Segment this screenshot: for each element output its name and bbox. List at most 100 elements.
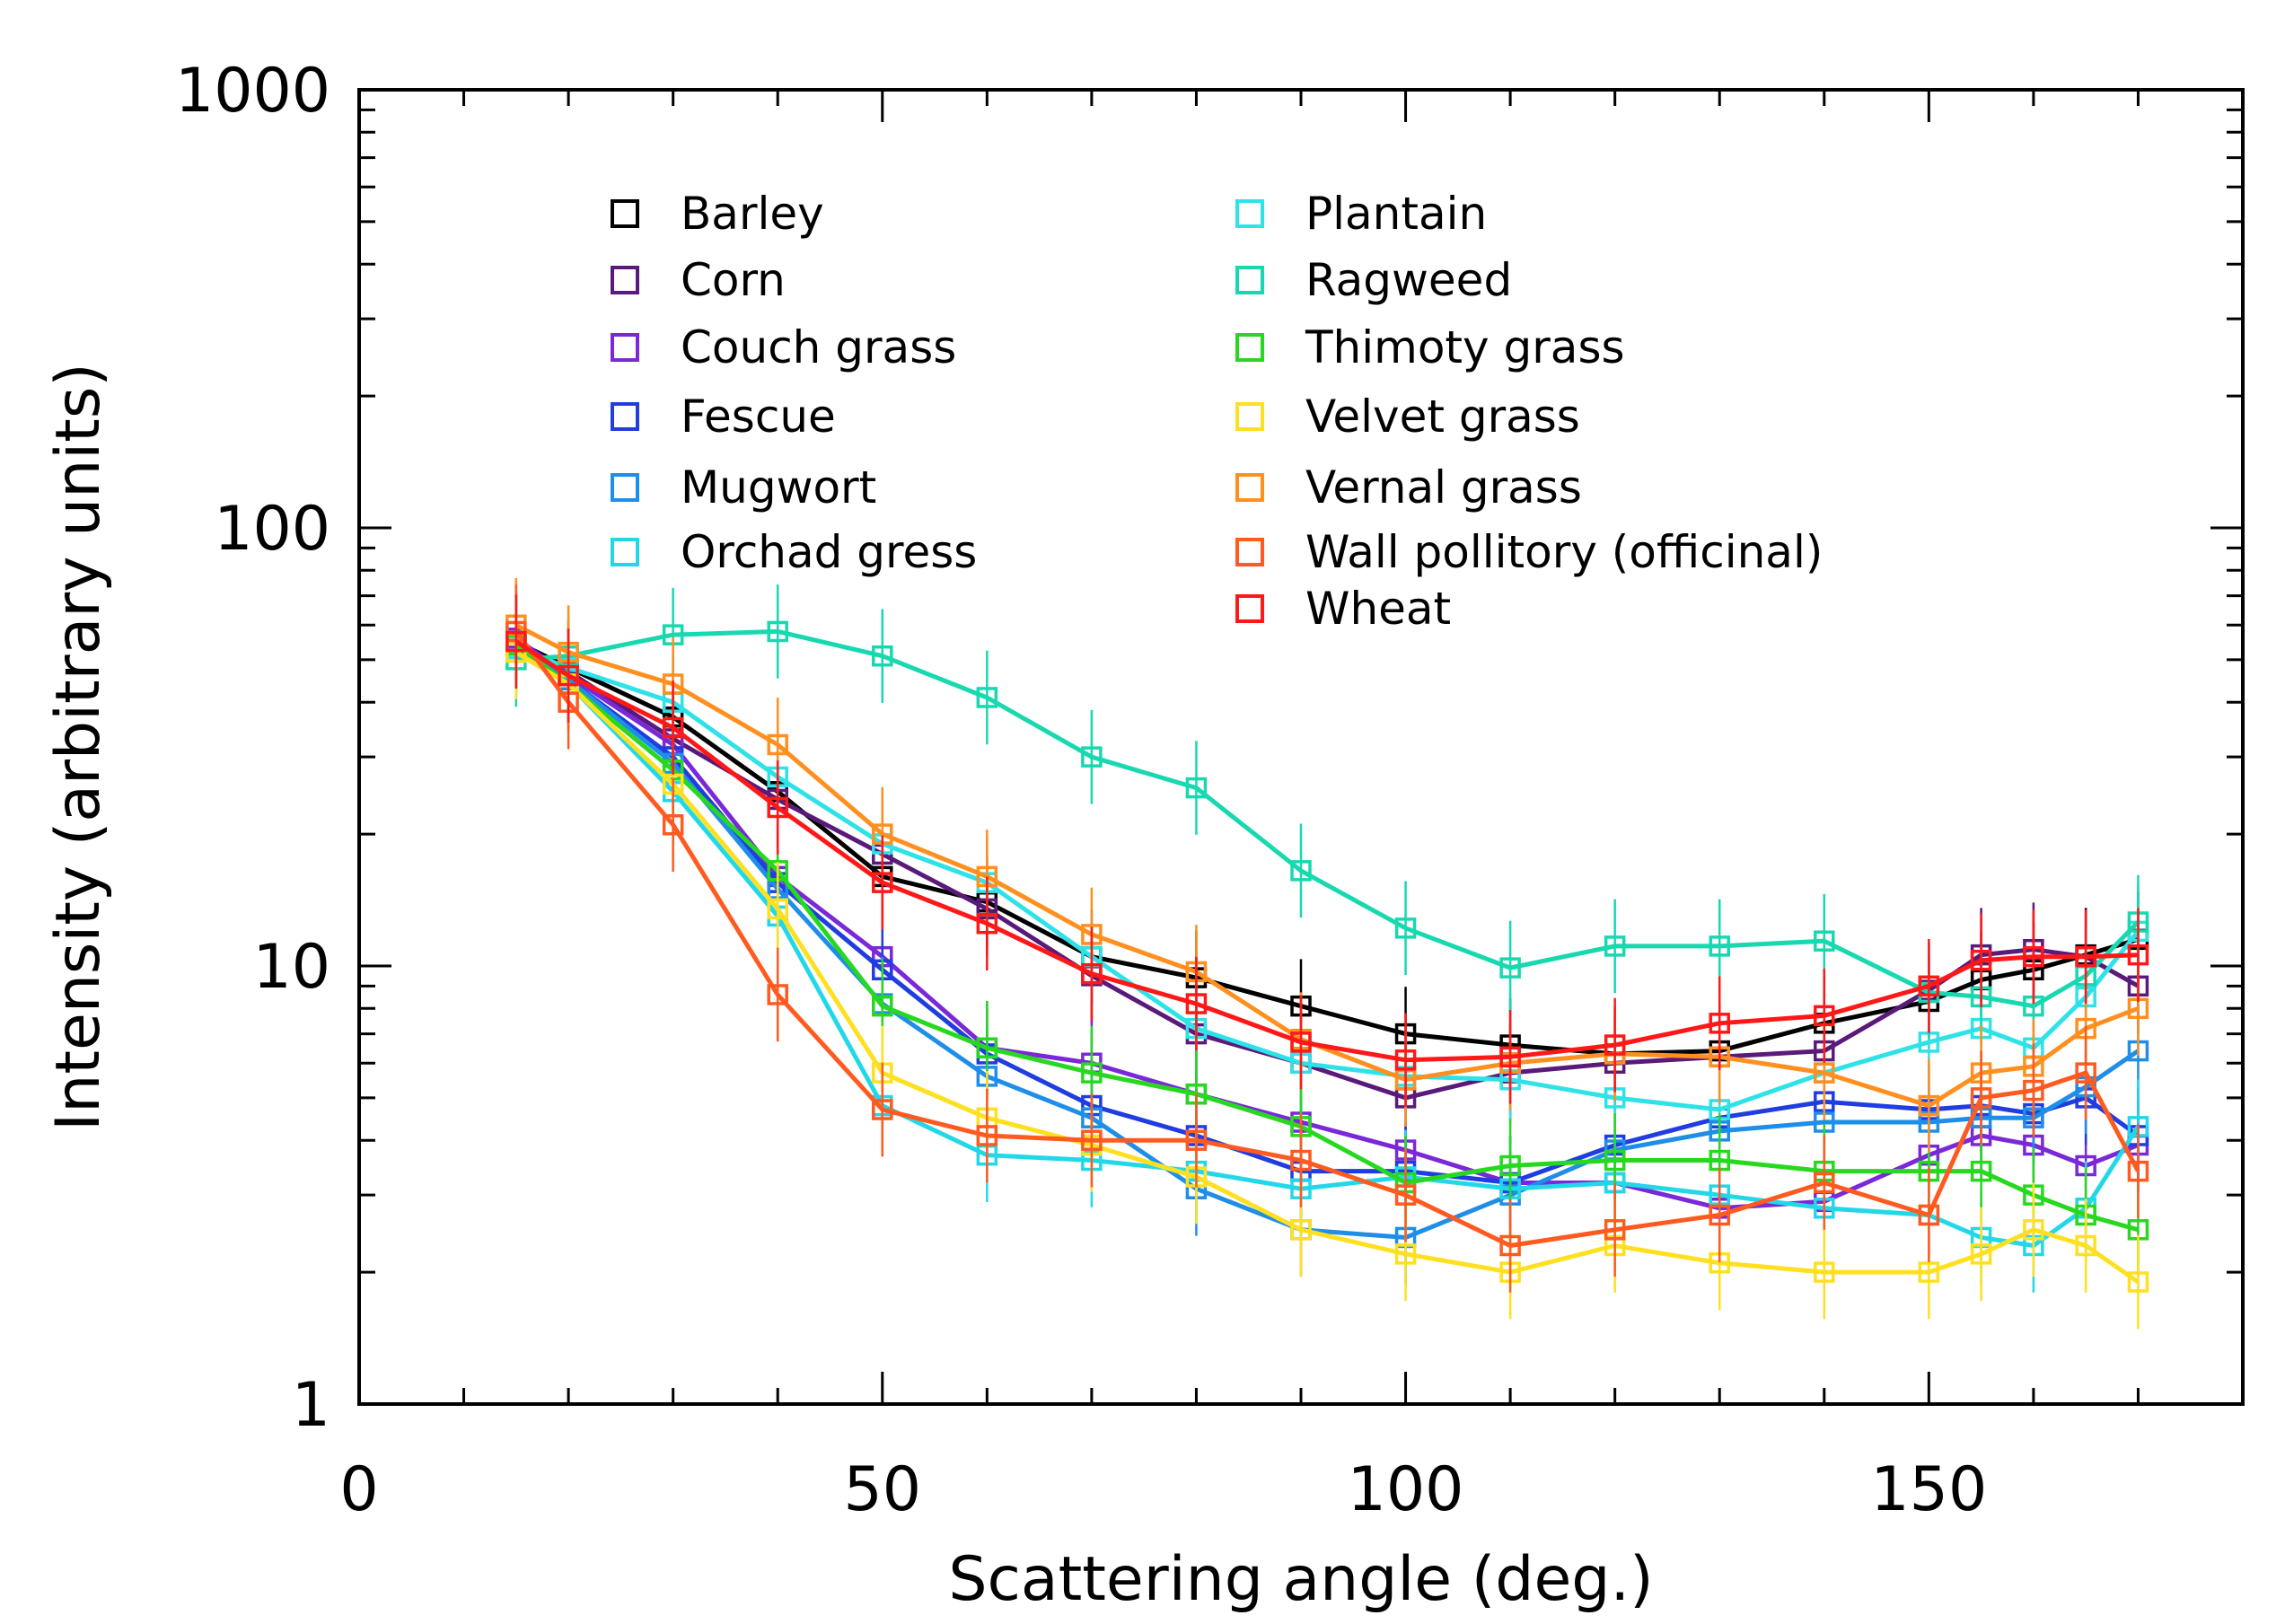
series-couch-grass — [505, 591, 2149, 1256]
series-corn — [505, 594, 2149, 1146]
data-point — [872, 995, 893, 1017]
data-point — [976, 687, 998, 708]
legend-label: Ragweed — [1305, 254, 1512, 306]
data-point — [976, 1125, 998, 1146]
legend-label: Wheat — [1305, 583, 1451, 635]
data-point — [1918, 975, 1940, 997]
legend-swatch — [1235, 266, 1264, 294]
data-point — [976, 1037, 998, 1059]
legend-item-ragweed: Ragweed — [1235, 254, 1512, 306]
x-tick-label: 0 — [339, 1454, 378, 1525]
data-point — [1394, 1243, 1417, 1265]
series-line — [514, 639, 2140, 1057]
data-point — [2127, 1271, 2149, 1293]
legend-item-thimoty-grass: Thimoty grass — [1235, 321, 1625, 373]
legend-swatch — [1235, 402, 1264, 431]
data-point — [872, 645, 893, 667]
legend-item-fescue: Fescue — [611, 391, 836, 443]
data-point — [1394, 1184, 1417, 1206]
legend-label: Fescue — [681, 391, 836, 443]
data-point — [1185, 993, 1208, 1014]
legend-label: Vernal grass — [1305, 461, 1582, 514]
data-point — [1081, 746, 1103, 768]
data-point — [2075, 1062, 2096, 1084]
data-point — [1814, 930, 1835, 952]
legend-item-velvet-grass: Velvet grass — [1235, 391, 1580, 443]
legend-label: Orchad gress — [681, 526, 977, 578]
data-point — [767, 984, 788, 1005]
legend-swatch — [1235, 199, 1264, 228]
series-fescue — [505, 598, 2149, 1230]
data-point — [1290, 1031, 1312, 1053]
data-point — [1081, 1129, 1103, 1151]
legend-item-plantain: Plantain — [1235, 188, 1487, 240]
series-ragweed — [505, 584, 2149, 1053]
y-tick-label: 1 — [292, 1370, 330, 1441]
data-point — [1290, 860, 1312, 882]
data-point — [1970, 949, 1992, 971]
x-tick-label: 50 — [844, 1454, 922, 1525]
data-point — [1499, 1234, 1521, 1257]
data-point — [1185, 777, 1208, 799]
data-point — [1970, 1243, 1992, 1265]
data-point — [1290, 1149, 1312, 1172]
data-point — [505, 630, 527, 653]
data-point — [1918, 1261, 1940, 1283]
legend-swatch — [1235, 538, 1264, 566]
y-tick-label: 10 — [252, 932, 330, 1003]
data-point — [1604, 1219, 1626, 1241]
legend-label: Mugwort — [681, 461, 876, 514]
legend-label: Thimoty grass — [1305, 321, 1625, 373]
series-line — [514, 646, 2140, 1112]
data-point — [558, 664, 579, 687]
legend-label: Plantain — [1305, 188, 1487, 240]
data-point — [1970, 1160, 1992, 1182]
legend-swatch — [611, 538, 639, 566]
data-point — [662, 716, 684, 739]
legend-item-barley: Barley — [611, 188, 824, 240]
data-point — [2023, 1079, 2044, 1102]
data-point — [1814, 1172, 1835, 1194]
legend-item-corn: Corn — [611, 254, 786, 306]
data-point — [1604, 1149, 1626, 1172]
legend-swatch — [1235, 333, 1264, 362]
series-orchad-gress — [505, 605, 2149, 1293]
legend-item-wheat: Wheat — [1235, 583, 1451, 635]
legend-item-orchad-gress: Orchad gress — [611, 526, 977, 578]
legend-label: Velvet grass — [1305, 391, 1580, 443]
data-point — [1185, 1129, 1208, 1151]
data-point — [1394, 1049, 1417, 1071]
data-point — [1918, 1204, 1940, 1226]
series-layer — [505, 577, 2149, 1330]
data-point — [1081, 1062, 1103, 1084]
legend-item-wall-pollitory-officinal: Wall pollitory (officinal) — [1235, 526, 1823, 578]
legend-item-couch-grass: Couch grass — [611, 321, 956, 373]
data-point — [1709, 1013, 1730, 1034]
data-point — [1970, 1087, 1992, 1109]
data-point — [767, 898, 788, 920]
series-line — [514, 639, 2140, 1241]
x-axis-title: Scattering angle (deg.) — [948, 1544, 1653, 1615]
data-point — [1814, 1062, 1835, 1084]
data-point — [1081, 962, 1103, 985]
x-tick-label: 100 — [1348, 1454, 1464, 1525]
tick-labels-layer: 0 50 100 150 1 10 100 1000 — [175, 56, 1987, 1525]
data-point — [872, 872, 893, 893]
data-point — [2127, 944, 2149, 966]
data-point — [1814, 1261, 1835, 1283]
data-point — [1814, 1005, 1835, 1027]
y-axis-title: Intensity (arbitrary units) — [43, 363, 114, 1131]
data-point — [767, 620, 788, 643]
legend-swatch — [1235, 473, 1264, 502]
legend-label: Corn — [681, 254, 786, 306]
data-point — [1918, 1094, 1940, 1117]
data-point — [2075, 1234, 2096, 1257]
legend-swatch — [611, 473, 639, 502]
series-thimoty-grass — [505, 598, 2149, 1277]
legend-label: Couch grass — [681, 321, 956, 373]
ticks-layer — [357, 88, 2243, 1406]
legend-item-mugwort: Mugwort — [611, 461, 876, 514]
legend-swatch — [611, 266, 639, 294]
legend: Barley Corn Couch grass Fescue Mugwort Orchad… — [611, 188, 1823, 635]
